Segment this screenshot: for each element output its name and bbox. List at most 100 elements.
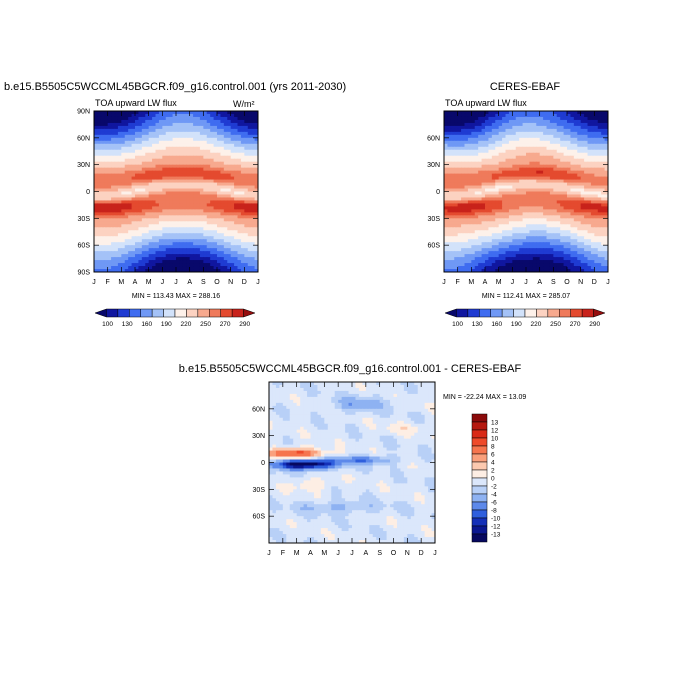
panel-obs-cell bbox=[461, 152, 466, 157]
panel-obs-cell bbox=[556, 233, 561, 237]
panel-obs-cell bbox=[485, 242, 490, 246]
panel-model-cell bbox=[240, 212, 245, 216]
panel-obs-cell bbox=[604, 197, 608, 202]
panel-obs-cell bbox=[570, 185, 575, 190]
panel-obs-cell bbox=[529, 212, 534, 216]
panel-model-cell bbox=[100, 230, 105, 234]
panel-obs-cell bbox=[457, 152, 462, 157]
panel-model-cell bbox=[124, 263, 129, 267]
panel-obs-cell bbox=[522, 161, 527, 166]
panel-obs-cell bbox=[464, 152, 469, 157]
panel-obs-cell bbox=[532, 197, 537, 202]
panel-obs-cell bbox=[491, 215, 496, 219]
panel-model-cell bbox=[213, 215, 218, 219]
panel-obs-cell bbox=[450, 230, 455, 234]
panel-model-cell bbox=[165, 239, 170, 243]
panel-model-cell bbox=[240, 170, 245, 175]
panel-obs-cell bbox=[580, 116, 585, 121]
panel-obs-cell bbox=[467, 122, 472, 127]
panel-obs-cell bbox=[464, 227, 469, 231]
panel-model-cell bbox=[251, 149, 256, 154]
panel-obs-cell bbox=[580, 230, 585, 234]
panel-model-cell bbox=[138, 227, 143, 231]
panel-model-cell bbox=[227, 167, 232, 172]
panel-obs-cell bbox=[532, 161, 537, 166]
panel-obs-cell bbox=[485, 149, 490, 154]
panel-obs-cell bbox=[457, 251, 462, 255]
panel-model-cell bbox=[165, 194, 170, 199]
panel-model-cell bbox=[131, 167, 136, 172]
panel-model-cell bbox=[217, 182, 222, 187]
panel-model-cell bbox=[124, 149, 129, 154]
panel-obs-cell bbox=[447, 176, 452, 181]
panel-model-cell bbox=[213, 143, 218, 148]
panel-model-cell bbox=[107, 152, 112, 157]
panel-obs-cell bbox=[553, 122, 558, 127]
panel-model-cell bbox=[138, 140, 143, 145]
panel-obs-cell bbox=[478, 170, 483, 175]
panel-obs-cell bbox=[457, 176, 462, 181]
panel-model-cell bbox=[141, 155, 146, 160]
panel-model-cell bbox=[162, 197, 167, 202]
panel-model-cell bbox=[172, 200, 177, 205]
panel-obs-cell bbox=[601, 191, 606, 196]
panel-obs-cell bbox=[457, 191, 462, 196]
panel-model-cell bbox=[203, 224, 208, 228]
panel-obs-cell bbox=[563, 167, 568, 172]
panel-obs-cell bbox=[584, 179, 589, 184]
panel-model-cell bbox=[148, 134, 153, 139]
panel-model-cell bbox=[189, 194, 194, 199]
panel-obs-cell bbox=[553, 116, 558, 121]
panel-model-cell bbox=[162, 236, 167, 240]
panel-model-cell bbox=[162, 176, 167, 181]
panel-obs-cell bbox=[584, 224, 589, 228]
panel-obs-cell bbox=[573, 188, 578, 193]
panel-obs-cell bbox=[464, 200, 469, 205]
panel-obs-cell bbox=[522, 251, 527, 255]
panel-model-cell bbox=[94, 146, 99, 151]
panel-model-cell bbox=[206, 200, 211, 205]
panel-obs-cell bbox=[461, 158, 466, 163]
panel-obs-cell bbox=[536, 173, 541, 178]
panel-obs-cell bbox=[519, 167, 524, 172]
panel-obs-cell bbox=[450, 191, 455, 196]
panel-obs-cell bbox=[519, 146, 524, 151]
panel-model-cell bbox=[193, 188, 198, 193]
panel-model-cell bbox=[158, 173, 163, 178]
panel-model-cell bbox=[135, 134, 140, 139]
panel-model-cell bbox=[114, 134, 119, 139]
panel-model-cell bbox=[148, 131, 153, 136]
panel-obs-cell bbox=[539, 251, 544, 255]
panel-model-cell bbox=[97, 131, 102, 136]
panel-obs-cell bbox=[481, 113, 486, 118]
panel-model-cell bbox=[182, 179, 187, 184]
panel-model-cell bbox=[237, 245, 242, 249]
panel-obs-cell bbox=[467, 155, 472, 160]
panel-obs-cell bbox=[604, 218, 608, 222]
panel-model-cell bbox=[240, 251, 245, 255]
panel-model-cell bbox=[107, 146, 112, 151]
panel-obs-cell bbox=[529, 125, 534, 130]
panel-model-cell bbox=[152, 128, 157, 133]
panel-model-cell bbox=[217, 218, 222, 222]
panel-model-cell bbox=[189, 212, 194, 216]
panel-model-cell bbox=[206, 164, 211, 169]
panel-model-cell bbox=[182, 122, 187, 127]
panel-obs-cell bbox=[546, 173, 551, 178]
panel-model-cell bbox=[111, 122, 116, 127]
panel-obs-cell bbox=[505, 218, 510, 222]
panel-model-cell bbox=[121, 182, 126, 187]
panel-model-cell bbox=[155, 170, 160, 175]
panel-model-cell bbox=[203, 155, 208, 160]
panel-model-cell bbox=[117, 203, 122, 208]
panel-model-cell bbox=[193, 164, 198, 169]
panel-obs-cell bbox=[508, 149, 513, 154]
panel-model-cell bbox=[179, 200, 184, 205]
panel-obs-cell bbox=[536, 233, 541, 237]
panel-obs-cell bbox=[584, 155, 589, 160]
panel-obs-cell bbox=[447, 113, 452, 118]
panel-obs-cell bbox=[471, 113, 476, 118]
panel-obs-cell bbox=[601, 209, 606, 213]
panel-model-cell bbox=[230, 251, 235, 255]
panel-model-cell bbox=[124, 185, 129, 190]
